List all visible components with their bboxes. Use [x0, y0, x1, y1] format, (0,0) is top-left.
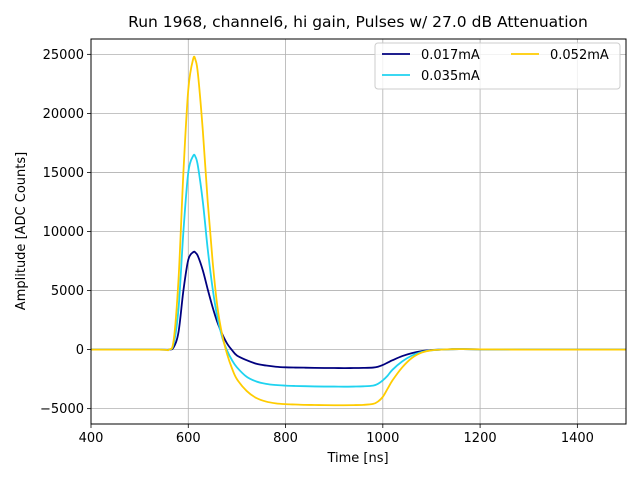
y-tick-label: 20000	[43, 107, 84, 122]
x-tick-label: 1000	[366, 431, 399, 446]
y-tick-label: 25000	[43, 48, 84, 63]
x-tick-label: 600	[176, 431, 201, 446]
x-tick-label: 800	[273, 431, 298, 446]
series-lines	[91, 55, 626, 407]
y-tick-label: 0	[76, 343, 84, 358]
x-tick-label: 400	[79, 431, 104, 446]
axis-ticks: 400 600 800 1000 1200 1400 −5000 0 5000 10000 1500…	[40, 48, 594, 446]
y-tick-label: 15000	[43, 166, 84, 181]
y-tick-label: −5000	[40, 402, 84, 417]
legend-label-0035ma: 0.035mA	[421, 69, 480, 84]
y-tick-label: 5000	[51, 284, 84, 299]
x-tick-label: 1400	[561, 431, 594, 446]
chart-title: Run 1968, channel6, hi gain, Pulses w/ 2…	[128, 13, 588, 31]
legend-label-0052ma: 0.052mA	[550, 48, 609, 63]
legend: 0.017mA 0.035mA 0.052mA	[374, 42, 621, 90]
series-line-0052ma	[91, 55, 626, 407]
legend-label-0017ma: 0.017mA	[421, 48, 480, 63]
y-tick-label: 10000	[43, 225, 84, 240]
legend-box	[374, 42, 621, 90]
x-axis-label: Time [ns]	[326, 451, 388, 466]
x-tick-label: 1200	[464, 431, 497, 446]
y-axis-label: Amplitude [ADC Counts]	[14, 152, 29, 310]
